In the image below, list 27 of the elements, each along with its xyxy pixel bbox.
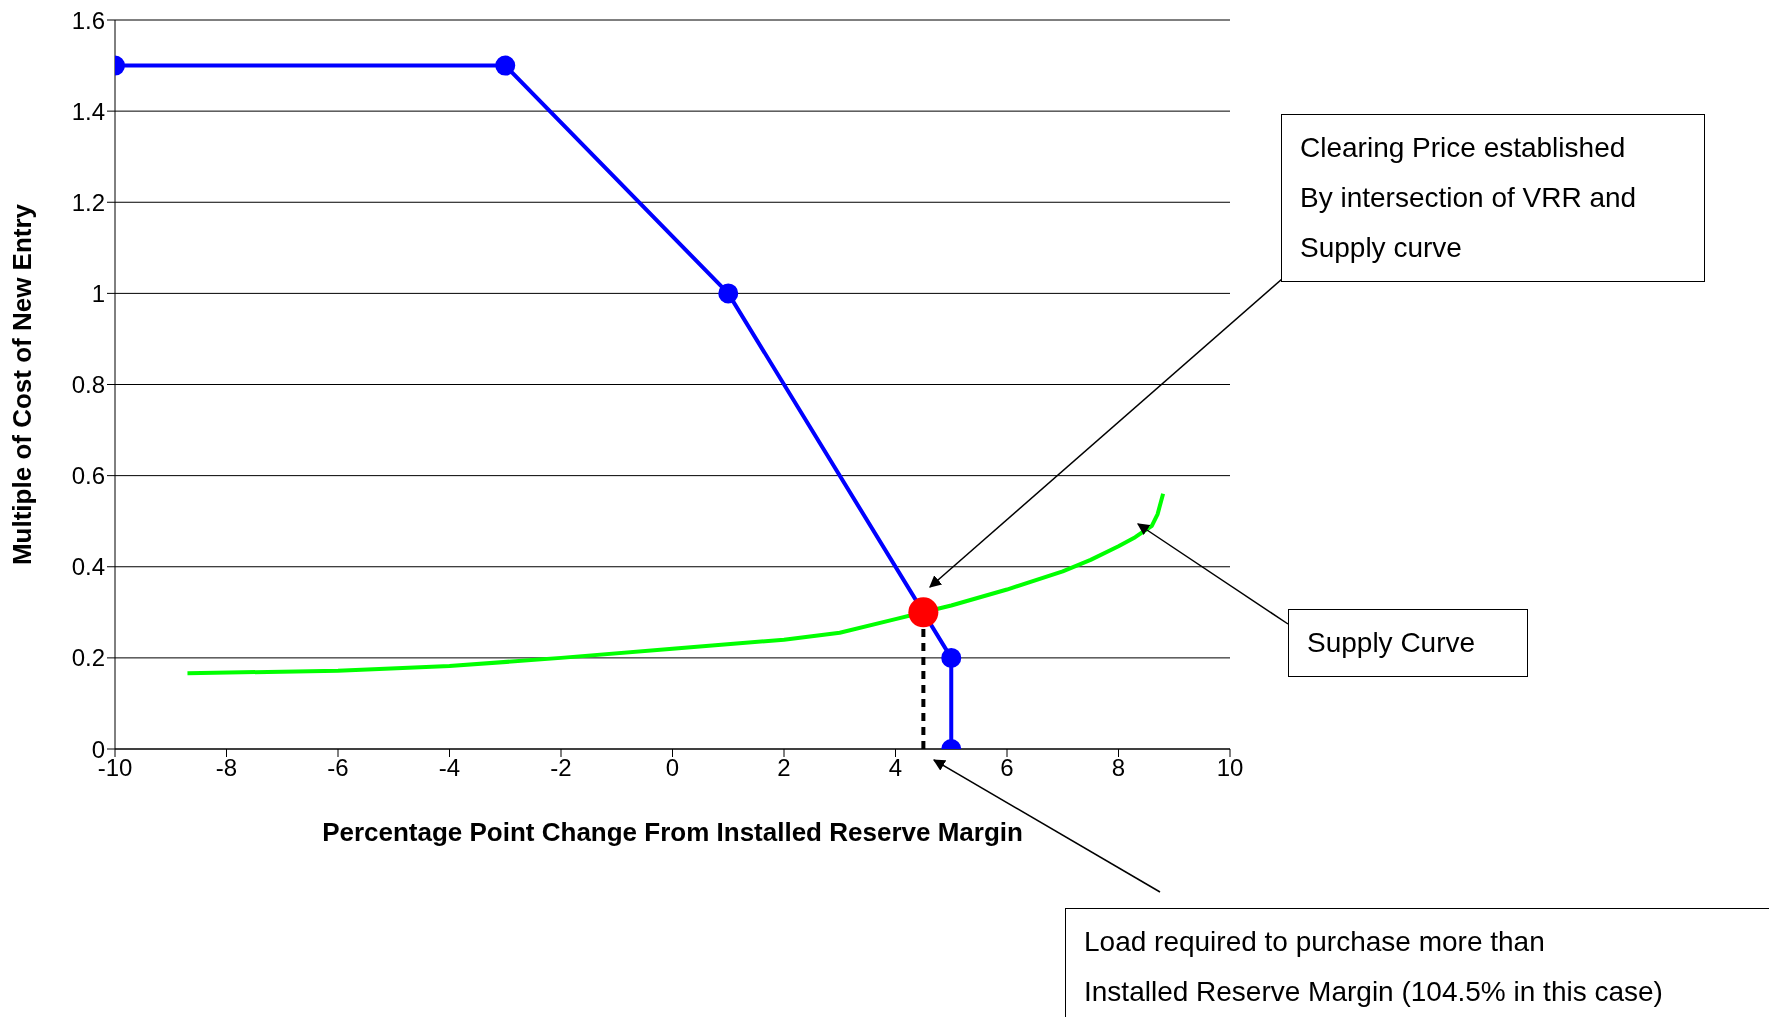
y-tick-label: 1.6 xyxy=(71,6,105,34)
point xyxy=(718,283,739,304)
x-axis-title: Percentage Point Change From Installed Reserve Margin xyxy=(322,817,1023,847)
x-tick-label: 0 xyxy=(665,754,680,782)
x-tick-label: 8 xyxy=(1111,754,1126,782)
x-tick-label: -2 xyxy=(550,754,572,782)
x-tick-label: 10 xyxy=(1216,754,1244,782)
text: Supply Curve xyxy=(1288,609,1528,677)
text: Clearing Price established By intersection of VRR and Supply curve xyxy=(1281,114,1705,282)
x-tick-label: 6 xyxy=(1000,754,1014,782)
y-tick-label: 1.4 xyxy=(71,97,105,125)
x-tick-label: 4 xyxy=(888,754,903,782)
y-tick-label: 0.8 xyxy=(71,371,105,399)
x-tick-label: 2 xyxy=(777,754,791,782)
point xyxy=(908,597,939,628)
x-tick-label: -8 xyxy=(215,754,238,782)
y-tick-label: 1.2 xyxy=(71,188,105,216)
x-tick-label: -6 xyxy=(327,754,349,782)
y-tick-label: 0.2 xyxy=(71,644,105,672)
point xyxy=(941,647,962,668)
y-tick-label: 0.6 xyxy=(71,462,105,490)
y-axis-title: Multiple of Cost of New Entry xyxy=(7,203,38,566)
text: Load required to purchase more than Installed Reserve Margin (104.5% in this case) xyxy=(1065,908,1769,1017)
line-series xyxy=(185,491,1166,676)
x-tick-label: -4 xyxy=(438,754,461,782)
y-tick-label: 0.4 xyxy=(71,553,105,581)
y-tick-label: 1 xyxy=(91,279,105,307)
